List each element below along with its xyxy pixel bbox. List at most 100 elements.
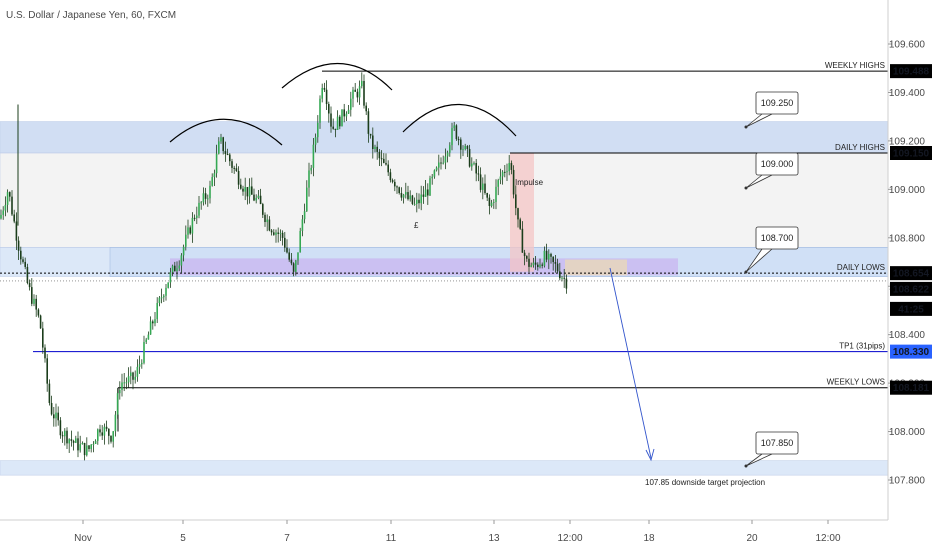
candle-body [251, 186, 253, 195]
candle-body [457, 139, 460, 141]
candle-body [22, 259, 24, 262]
candle-body [81, 442, 84, 445]
projection-label: 107.85 downside target projection [645, 478, 765, 487]
candle-body [180, 255, 183, 266]
y-tick-label-2: 109.200 [889, 136, 926, 147]
candle-body [136, 366, 139, 377]
candle-body [196, 215, 198, 218]
candle-body [11, 196, 13, 215]
callout-box-2[interactable] [755, 226, 799, 250]
candle-body [490, 202, 493, 206]
candle-body [482, 183, 484, 190]
candle-body [323, 87, 326, 90]
candle-body [200, 202, 202, 204]
candle-body [451, 128, 453, 146]
pound-label: £ [414, 221, 419, 230]
candle-body [0, 214, 2, 219]
candle-body [374, 146, 376, 150]
callout-box-3[interactable] [755, 431, 799, 455]
candle-body [534, 262, 537, 265]
candle-body [79, 444, 81, 451]
x-tick-label-3: 11 [386, 533, 397, 544]
candle-body [114, 414, 117, 432]
candle-body [438, 162, 440, 168]
candle-body [134, 376, 136, 380]
candle-body [539, 264, 541, 268]
candle-body [224, 151, 227, 155]
candle-body [44, 347, 46, 359]
candle-body [413, 203, 416, 205]
candle-body [429, 178, 431, 196]
candle-body [301, 219, 304, 231]
callout-box-1[interactable] [755, 152, 799, 176]
candle-body [418, 199, 420, 204]
candle-body [171, 265, 174, 273]
level-label-3: TP1 (31pips) [839, 342, 885, 351]
candle-body [449, 145, 451, 153]
candle-body [543, 250, 546, 266]
candle-body [361, 80, 363, 87]
candle-body [495, 186, 497, 202]
candle-body [504, 171, 506, 173]
candle-body [383, 158, 385, 163]
candle-body [537, 264, 539, 268]
candle-body [127, 376, 130, 383]
candle-body [442, 162, 444, 164]
candle-body [154, 319, 156, 324]
candle-body [279, 232, 282, 234]
price-tag-text-0: 109.488 [893, 67, 930, 78]
candle-body [50, 402, 53, 415]
candle-body [314, 137, 317, 145]
x-tick-label-4: 13 [488, 533, 500, 544]
candle-body [380, 158, 383, 160]
candle-body [510, 163, 513, 170]
candle-body [409, 195, 411, 200]
candle-body [431, 176, 433, 179]
candle-body [108, 428, 110, 436]
candle-body [508, 163, 510, 172]
candle-body [347, 109, 350, 114]
x-tick-label-2: 7 [284, 533, 290, 544]
candle-body [317, 122, 319, 138]
candle-body [372, 135, 374, 150]
level-label-0: WEEKLY HIGHS [825, 61, 885, 70]
candle-body [204, 193, 207, 199]
candle-body [163, 295, 165, 298]
price-tag-3 [890, 281, 932, 296]
candle-body [462, 149, 464, 151]
candle-body [248, 186, 251, 197]
callout-anchor-0 [744, 125, 748, 129]
callout-box-0[interactable] [755, 91, 799, 115]
candle-body [475, 163, 477, 174]
candle-body [31, 287, 33, 304]
candle-body [53, 414, 55, 419]
candle-body [321, 87, 323, 99]
candle-body [460, 139, 462, 150]
candle-body [281, 232, 284, 238]
candle-body [211, 177, 213, 186]
candle-body [147, 334, 150, 340]
candle-body [143, 342, 145, 363]
candle-body [493, 201, 495, 203]
callout-text-3: 107.850 [761, 438, 794, 448]
candle-body [378, 151, 381, 159]
candle-body [312, 144, 315, 168]
candle-body [515, 194, 517, 209]
price-tag-5 [890, 344, 932, 359]
candle-body [112, 431, 114, 442]
candle-body [17, 240, 20, 251]
candle-body [521, 228, 524, 253]
candle-body [394, 181, 396, 187]
candle-body [563, 277, 565, 279]
candle-body [185, 234, 187, 247]
candle-body [464, 145, 466, 150]
candle-body [268, 219, 271, 231]
price-tag-4 [890, 301, 932, 316]
candle-body [545, 250, 548, 260]
candle-body [226, 154, 229, 156]
y-tick-label-4: 108.800 [889, 233, 926, 244]
candle-body [145, 339, 147, 343]
candle-body [332, 126, 334, 129]
candle-body [209, 185, 211, 199]
